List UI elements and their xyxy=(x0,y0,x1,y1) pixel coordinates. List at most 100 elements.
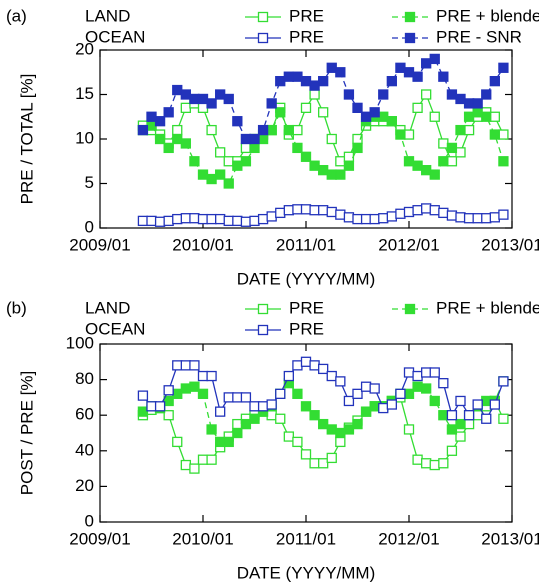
marker xyxy=(275,76,286,87)
marker xyxy=(206,370,217,382)
marker xyxy=(421,367,432,378)
y-tick-label: 20 xyxy=(75,39,94,58)
marker xyxy=(326,62,337,73)
marker xyxy=(343,424,355,435)
marker xyxy=(421,58,432,69)
marker xyxy=(429,205,440,216)
plot-frame xyxy=(99,49,513,229)
marker xyxy=(326,424,337,435)
marker xyxy=(472,107,483,118)
marker xyxy=(154,133,166,145)
x-tick-label: 2012/01 xyxy=(378,235,439,254)
marker xyxy=(352,418,363,430)
marker xyxy=(335,67,346,78)
marker xyxy=(463,213,475,224)
panel-label: (b) xyxy=(6,298,27,317)
marker xyxy=(292,142,303,154)
marker xyxy=(197,388,209,399)
marker xyxy=(197,454,209,465)
marker xyxy=(403,156,415,167)
marker xyxy=(309,160,320,171)
marker xyxy=(463,98,475,109)
marker xyxy=(292,204,303,215)
marker xyxy=(378,89,389,100)
marker xyxy=(172,213,183,225)
y-tick-label: 0 xyxy=(85,511,94,530)
y-tick-label: 0 xyxy=(85,217,94,236)
plot-frame xyxy=(99,343,513,523)
marker xyxy=(266,124,277,136)
marker xyxy=(275,207,286,219)
marker xyxy=(455,124,466,136)
marker xyxy=(163,215,174,227)
marker xyxy=(412,205,423,216)
y-tick-label: 80 xyxy=(75,369,94,388)
marker xyxy=(257,124,269,136)
legend-label: PRE + blended_albedo xyxy=(436,6,539,25)
marker xyxy=(343,212,355,223)
marker xyxy=(163,142,174,154)
marker xyxy=(232,160,243,171)
marker xyxy=(360,381,372,392)
marker xyxy=(163,107,174,118)
marker xyxy=(412,71,423,82)
marker xyxy=(446,210,458,221)
legend-group: LAND xyxy=(85,298,130,317)
marker xyxy=(335,209,346,220)
marker xyxy=(343,160,355,171)
legend-marker xyxy=(257,32,269,44)
y-tick-label: 10 xyxy=(75,128,94,147)
marker xyxy=(215,436,226,448)
marker xyxy=(180,459,191,471)
y-tick-label: 60 xyxy=(75,405,94,424)
marker xyxy=(472,410,483,421)
marker xyxy=(206,213,217,225)
marker xyxy=(421,89,432,100)
y-tick-label: 20 xyxy=(75,476,94,495)
marker xyxy=(412,454,423,465)
marker xyxy=(249,133,260,145)
marker xyxy=(309,89,320,100)
y-axis-label: POST / PRE [%] xyxy=(17,371,36,495)
legend-label: PRE + blended_albedo xyxy=(436,298,539,317)
marker xyxy=(318,418,329,430)
marker xyxy=(163,410,174,421)
marker xyxy=(472,213,483,224)
x-tick-label: 2009/01 xyxy=(69,235,130,254)
marker xyxy=(240,142,252,154)
marker xyxy=(438,138,449,149)
marker xyxy=(378,213,389,224)
marker xyxy=(257,401,269,412)
marker xyxy=(309,458,320,469)
marker xyxy=(249,401,260,412)
marker xyxy=(215,213,226,225)
marker xyxy=(283,205,294,216)
marker xyxy=(232,215,243,227)
marker xyxy=(352,213,363,225)
marker xyxy=(223,178,234,189)
legend-marker xyxy=(404,32,416,44)
marker xyxy=(429,395,440,407)
marker xyxy=(489,399,500,410)
marker xyxy=(472,98,483,109)
marker xyxy=(498,129,509,140)
marker xyxy=(154,401,166,412)
legend-marker xyxy=(257,324,269,336)
marker xyxy=(232,427,243,439)
marker xyxy=(463,410,475,421)
marker xyxy=(498,156,509,167)
marker xyxy=(292,436,303,448)
marker xyxy=(481,213,492,224)
marker xyxy=(498,376,509,387)
marker xyxy=(412,370,423,382)
marker xyxy=(180,89,191,100)
legend-marker xyxy=(257,303,269,315)
legend-marker xyxy=(404,303,416,315)
marker xyxy=(189,360,200,371)
marker xyxy=(455,431,466,442)
marker xyxy=(343,89,355,100)
marker xyxy=(249,142,260,154)
marker xyxy=(300,102,312,113)
marker xyxy=(215,147,226,158)
marker xyxy=(412,381,423,392)
